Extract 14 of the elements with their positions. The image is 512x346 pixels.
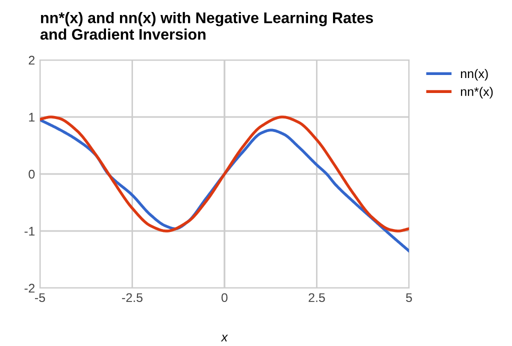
- chart-title: nn*(x) and nn(x) with Negative Learning Rates and Gradient Inversion: [40, 12, 373, 40]
- y-tick-label: 2: [28, 56, 35, 65]
- y-tick-label: 0: [28, 170, 35, 179]
- x-tick-label: -5: [35, 293, 46, 302]
- x-tick-label: 2.5: [308, 293, 325, 302]
- legend-label: nn(x): [460, 68, 488, 81]
- y-tick-label: -1: [24, 226, 35, 236]
- y-tick-label: -2: [24, 284, 35, 293]
- x-tick-label: -2.5: [122, 293, 142, 302]
- x-tick-label: 0: [222, 293, 228, 302]
- x-tick-label: 5: [406, 293, 412, 302]
- legend-label: nn*(x): [460, 86, 493, 99]
- y-tick-label: 1: [29, 112, 35, 122]
- x-axis-title: x: [220, 334, 228, 342]
